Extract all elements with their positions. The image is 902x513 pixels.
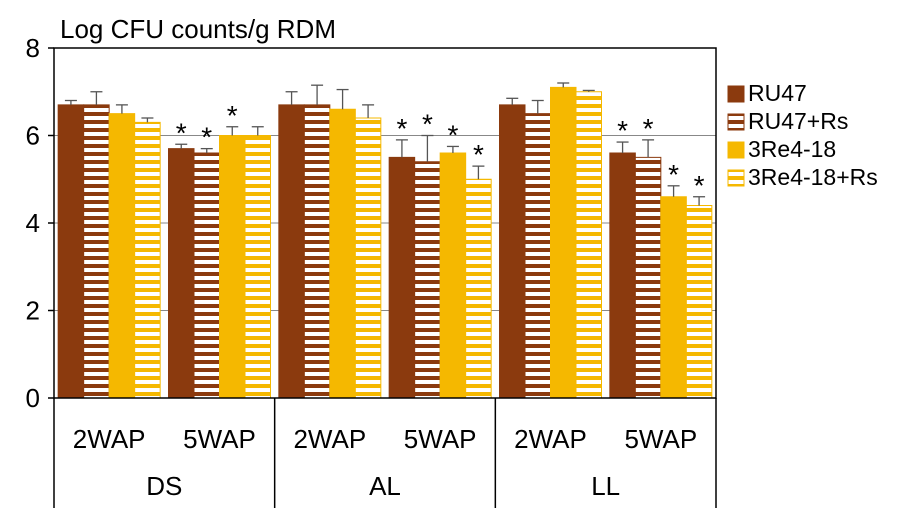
x-tick-label: 5WAP xyxy=(624,424,697,454)
bar xyxy=(660,196,687,399)
bar xyxy=(168,148,195,399)
bar xyxy=(244,135,271,399)
legend-label: RU47+Rs xyxy=(748,108,848,134)
bar xyxy=(219,135,246,399)
significance-star: * xyxy=(617,115,628,146)
legend-swatch xyxy=(727,113,745,131)
y-tick-label: 2 xyxy=(26,296,40,326)
legend-label: RU47 xyxy=(748,80,807,106)
legend-swatch xyxy=(727,85,745,103)
y-tick-label: 0 xyxy=(26,383,40,413)
x-tick-label: 2WAP xyxy=(293,424,366,454)
significance-star: * xyxy=(422,109,433,140)
significance-star: * xyxy=(694,170,705,201)
x-tick-label: 2WAP xyxy=(73,424,146,454)
group-label: LL xyxy=(591,471,620,501)
bar xyxy=(685,205,713,399)
significance-star: * xyxy=(227,100,238,131)
significance-star: * xyxy=(668,159,679,190)
bar xyxy=(499,104,526,399)
significance-star: * xyxy=(176,117,187,148)
bar xyxy=(524,113,551,399)
bar xyxy=(550,86,577,399)
legend-label: 3Re4-18+Rs xyxy=(748,164,878,190)
bar xyxy=(575,91,602,399)
plot-area-border xyxy=(53,47,717,399)
x-tick-label: 5WAP xyxy=(183,424,256,454)
y-tick-label: 4 xyxy=(26,208,40,238)
bar xyxy=(329,108,356,399)
bar xyxy=(134,121,161,399)
legend-label: 3Re4-18 xyxy=(748,136,836,162)
y-tick-label: 8 xyxy=(26,33,40,63)
bar xyxy=(278,104,305,399)
legend-swatch xyxy=(727,141,745,159)
bar xyxy=(634,156,662,399)
bar xyxy=(57,104,85,399)
bar xyxy=(108,113,136,399)
significance-markers: * * * * * * * * * * * xyxy=(176,100,705,201)
group-label: DS xyxy=(146,471,182,501)
error-bars xyxy=(64,82,706,206)
bar xyxy=(388,156,416,399)
bar xyxy=(439,152,467,399)
bar xyxy=(83,104,110,399)
legend-swatch xyxy=(727,169,745,187)
y-axis-label: Log CFU counts/g RDM xyxy=(60,14,336,44)
y-axis-ticks: 0 2 4 6 8 xyxy=(26,33,54,413)
gridlines xyxy=(54,135,716,311)
bar xyxy=(609,152,636,399)
bar xyxy=(193,152,220,399)
x-tick-label: 5WAP xyxy=(404,424,477,454)
bar xyxy=(465,178,492,399)
y-tick-label: 6 xyxy=(26,121,40,151)
bar xyxy=(354,117,382,399)
significance-star: * xyxy=(643,113,654,144)
group-label: AL xyxy=(369,471,401,501)
significance-star: * xyxy=(447,119,458,150)
bar xyxy=(303,104,331,399)
significance-star: * xyxy=(201,122,212,153)
significance-star: * xyxy=(396,113,407,144)
bar xyxy=(414,161,441,399)
bars xyxy=(57,86,713,399)
x-tick-label: 2WAP xyxy=(514,424,587,454)
significance-star: * xyxy=(473,139,484,170)
